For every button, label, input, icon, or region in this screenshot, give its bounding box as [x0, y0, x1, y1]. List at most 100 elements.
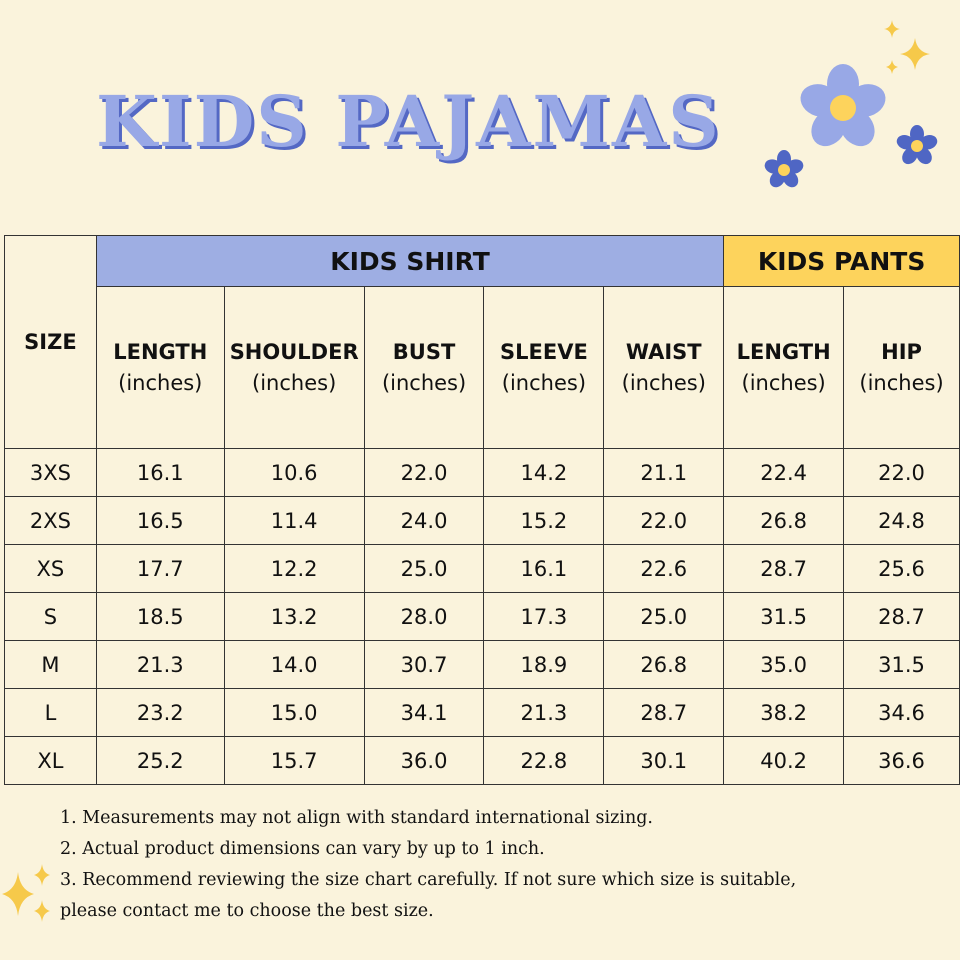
column-name: SLEEVE	[500, 339, 588, 364]
measurement-cell: 34.1	[363, 688, 485, 737]
column-header: BUST (inches)	[363, 286, 485, 449]
measurement-cell: 22.0	[843, 448, 960, 497]
column-name: SHOULDER	[229, 339, 359, 364]
note-item: 2. Actual product dimensions can vary by…	[60, 839, 545, 859]
flower-icons	[764, 20, 938, 188]
size-cell: L	[4, 688, 97, 737]
measurement-cell: 16.1	[95, 448, 225, 497]
column-name: LENGTH	[736, 339, 831, 364]
column-name: BUST	[392, 339, 456, 364]
size-cell: XL	[4, 736, 97, 785]
measurement-cell: 10.6	[223, 448, 365, 497]
measurement-cell: 26.8	[723, 496, 845, 545]
measurement-cell: 14.0	[223, 640, 365, 689]
column-unit: (inches)	[859, 370, 944, 395]
notes-list: 1. Measurements may not align with stand…	[60, 803, 796, 927]
size-cell: M	[4, 640, 97, 689]
column-header: LENGTH (inches)	[95, 286, 225, 449]
sparkle-icon	[2, 864, 50, 922]
measurement-cell: 28.7	[843, 592, 960, 641]
note-item: please contact me to choose the best siz…	[60, 901, 434, 921]
column-header: SLEEVE (inches)	[483, 286, 605, 449]
measurement-cell: 14.2	[483, 448, 605, 497]
size-header: SIZE	[4, 235, 97, 449]
column-name: WAIST	[625, 339, 702, 364]
measurement-cell: 21.1	[603, 448, 725, 497]
measurement-cell: 30.7	[363, 640, 485, 689]
note-item: 1. Measurements may not align with stand…	[60, 808, 653, 828]
measurement-cell: 25.6	[843, 544, 960, 593]
measurement-cell: 25.0	[603, 592, 725, 641]
column-unit: (inches)	[741, 370, 826, 395]
measurement-cell: 17.7	[95, 544, 225, 593]
measurement-cell: 34.6	[843, 688, 960, 737]
table-row: M 21.3 14.0 30.7 18.9 26.8 35.0 31.5	[4, 640, 960, 689]
measurement-cell: 31.5	[843, 640, 960, 689]
small-flower-icon	[764, 150, 804, 188]
table-row: S 18.5 13.2 28.0 17.3 25.0 31.5 28.7	[4, 592, 960, 641]
size-cell: S	[4, 592, 97, 641]
column-header: SHOULDER (inches)	[223, 286, 365, 449]
measurement-cell: 24.8	[843, 496, 960, 545]
measurement-cell: 24.0	[363, 496, 485, 545]
small-flower-icon	[896, 125, 938, 165]
measurement-cell: 31.5	[723, 592, 845, 641]
column-unit: (inches)	[501, 370, 587, 395]
measurement-cell: 22.6	[603, 544, 725, 593]
measurement-cell: 22.4	[723, 448, 845, 497]
column-unit: (inches)	[118, 370, 203, 395]
measurement-cell: 11.4	[223, 496, 365, 545]
measurement-cell: 36.0	[363, 736, 485, 785]
measurement-cell: 25.0	[363, 544, 485, 593]
measurement-cell: 28.7	[603, 688, 725, 737]
measurement-cell: 18.5	[95, 592, 225, 641]
table-row: L 23.2 15.0 34.1 21.3 28.7 38.2 34.6	[4, 688, 960, 737]
column-name: LENGTH	[113, 339, 208, 364]
measurement-cell: 16.1	[483, 544, 605, 593]
measurement-cell: 35.0	[723, 640, 845, 689]
column-unit: (inches)	[621, 370, 706, 395]
column-header: HIP (inches)	[843, 286, 960, 449]
size-chart-table: SIZE KIDS SHIRT KIDS PANTS LENGTH (inches…	[4, 235, 960, 785]
measurement-cell: 26.8	[603, 640, 725, 689]
note-item: 3. Recommend reviewing the size chart ca…	[60, 870, 797, 890]
size-cell: 3XS	[4, 448, 97, 497]
size-cell: XS	[4, 544, 97, 593]
measurement-cell: 17.3	[483, 592, 605, 641]
measurement-cell: 15.2	[483, 496, 605, 545]
measurement-cell: 16.5	[95, 496, 225, 545]
measurement-cell: 22.8	[483, 736, 605, 785]
kids-pants-header: KIDS PANTS	[723, 235, 960, 287]
table-row: 3XS 16.1 10.6 22.0 14.2 21.1 22.4 22.0	[4, 448, 960, 497]
measurement-cell: 15.0	[223, 688, 365, 737]
measurement-cell: 21.3	[483, 688, 605, 737]
page-title: KIDS PAJAMAS	[96, 80, 721, 163]
measurement-cell: 28.7	[723, 544, 845, 593]
measurement-cell: 15.7	[223, 736, 365, 785]
measurement-cell: 21.3	[95, 640, 225, 689]
measurement-cell: 38.2	[723, 688, 845, 737]
sparkle-icon	[884, 20, 930, 74]
table-row: XS 17.7 12.2 25.0 16.1 22.6 28.7 25.6	[4, 544, 960, 593]
measurement-cell: 12.2	[223, 544, 365, 593]
column-unit: (inches)	[252, 370, 337, 395]
table-row: 2XS 16.5 11.4 24.0 15.2 22.0 26.8 24.8	[4, 496, 960, 545]
column-name: HIP	[881, 339, 922, 364]
measurement-cell: 18.9	[483, 640, 605, 689]
measurement-cell: 36.6	[843, 736, 960, 785]
kids-shirt-header: KIDS SHIRT	[95, 235, 725, 287]
measurement-cell: 22.0	[363, 448, 485, 497]
size-cell: 2XS	[4, 496, 97, 545]
measurement-cell: 40.2	[723, 736, 845, 785]
measurement-cell: 23.2	[95, 688, 225, 737]
measurement-cell: 28.0	[363, 592, 485, 641]
column-unit: (inches)	[381, 370, 467, 395]
table-row: XL 25.2 15.7 36.0 22.8 30.1 40.2 36.6	[4, 736, 960, 785]
measurement-cell: 25.2	[95, 736, 225, 785]
measurement-cell: 22.0	[603, 496, 725, 545]
measurement-cell: 30.1	[603, 736, 725, 785]
measurement-cell: 13.2	[223, 592, 365, 641]
column-header: LENGTH (inches)	[723, 286, 845, 449]
large-flower-icon	[800, 64, 886, 147]
column-header: WAIST (inches)	[603, 286, 725, 449]
